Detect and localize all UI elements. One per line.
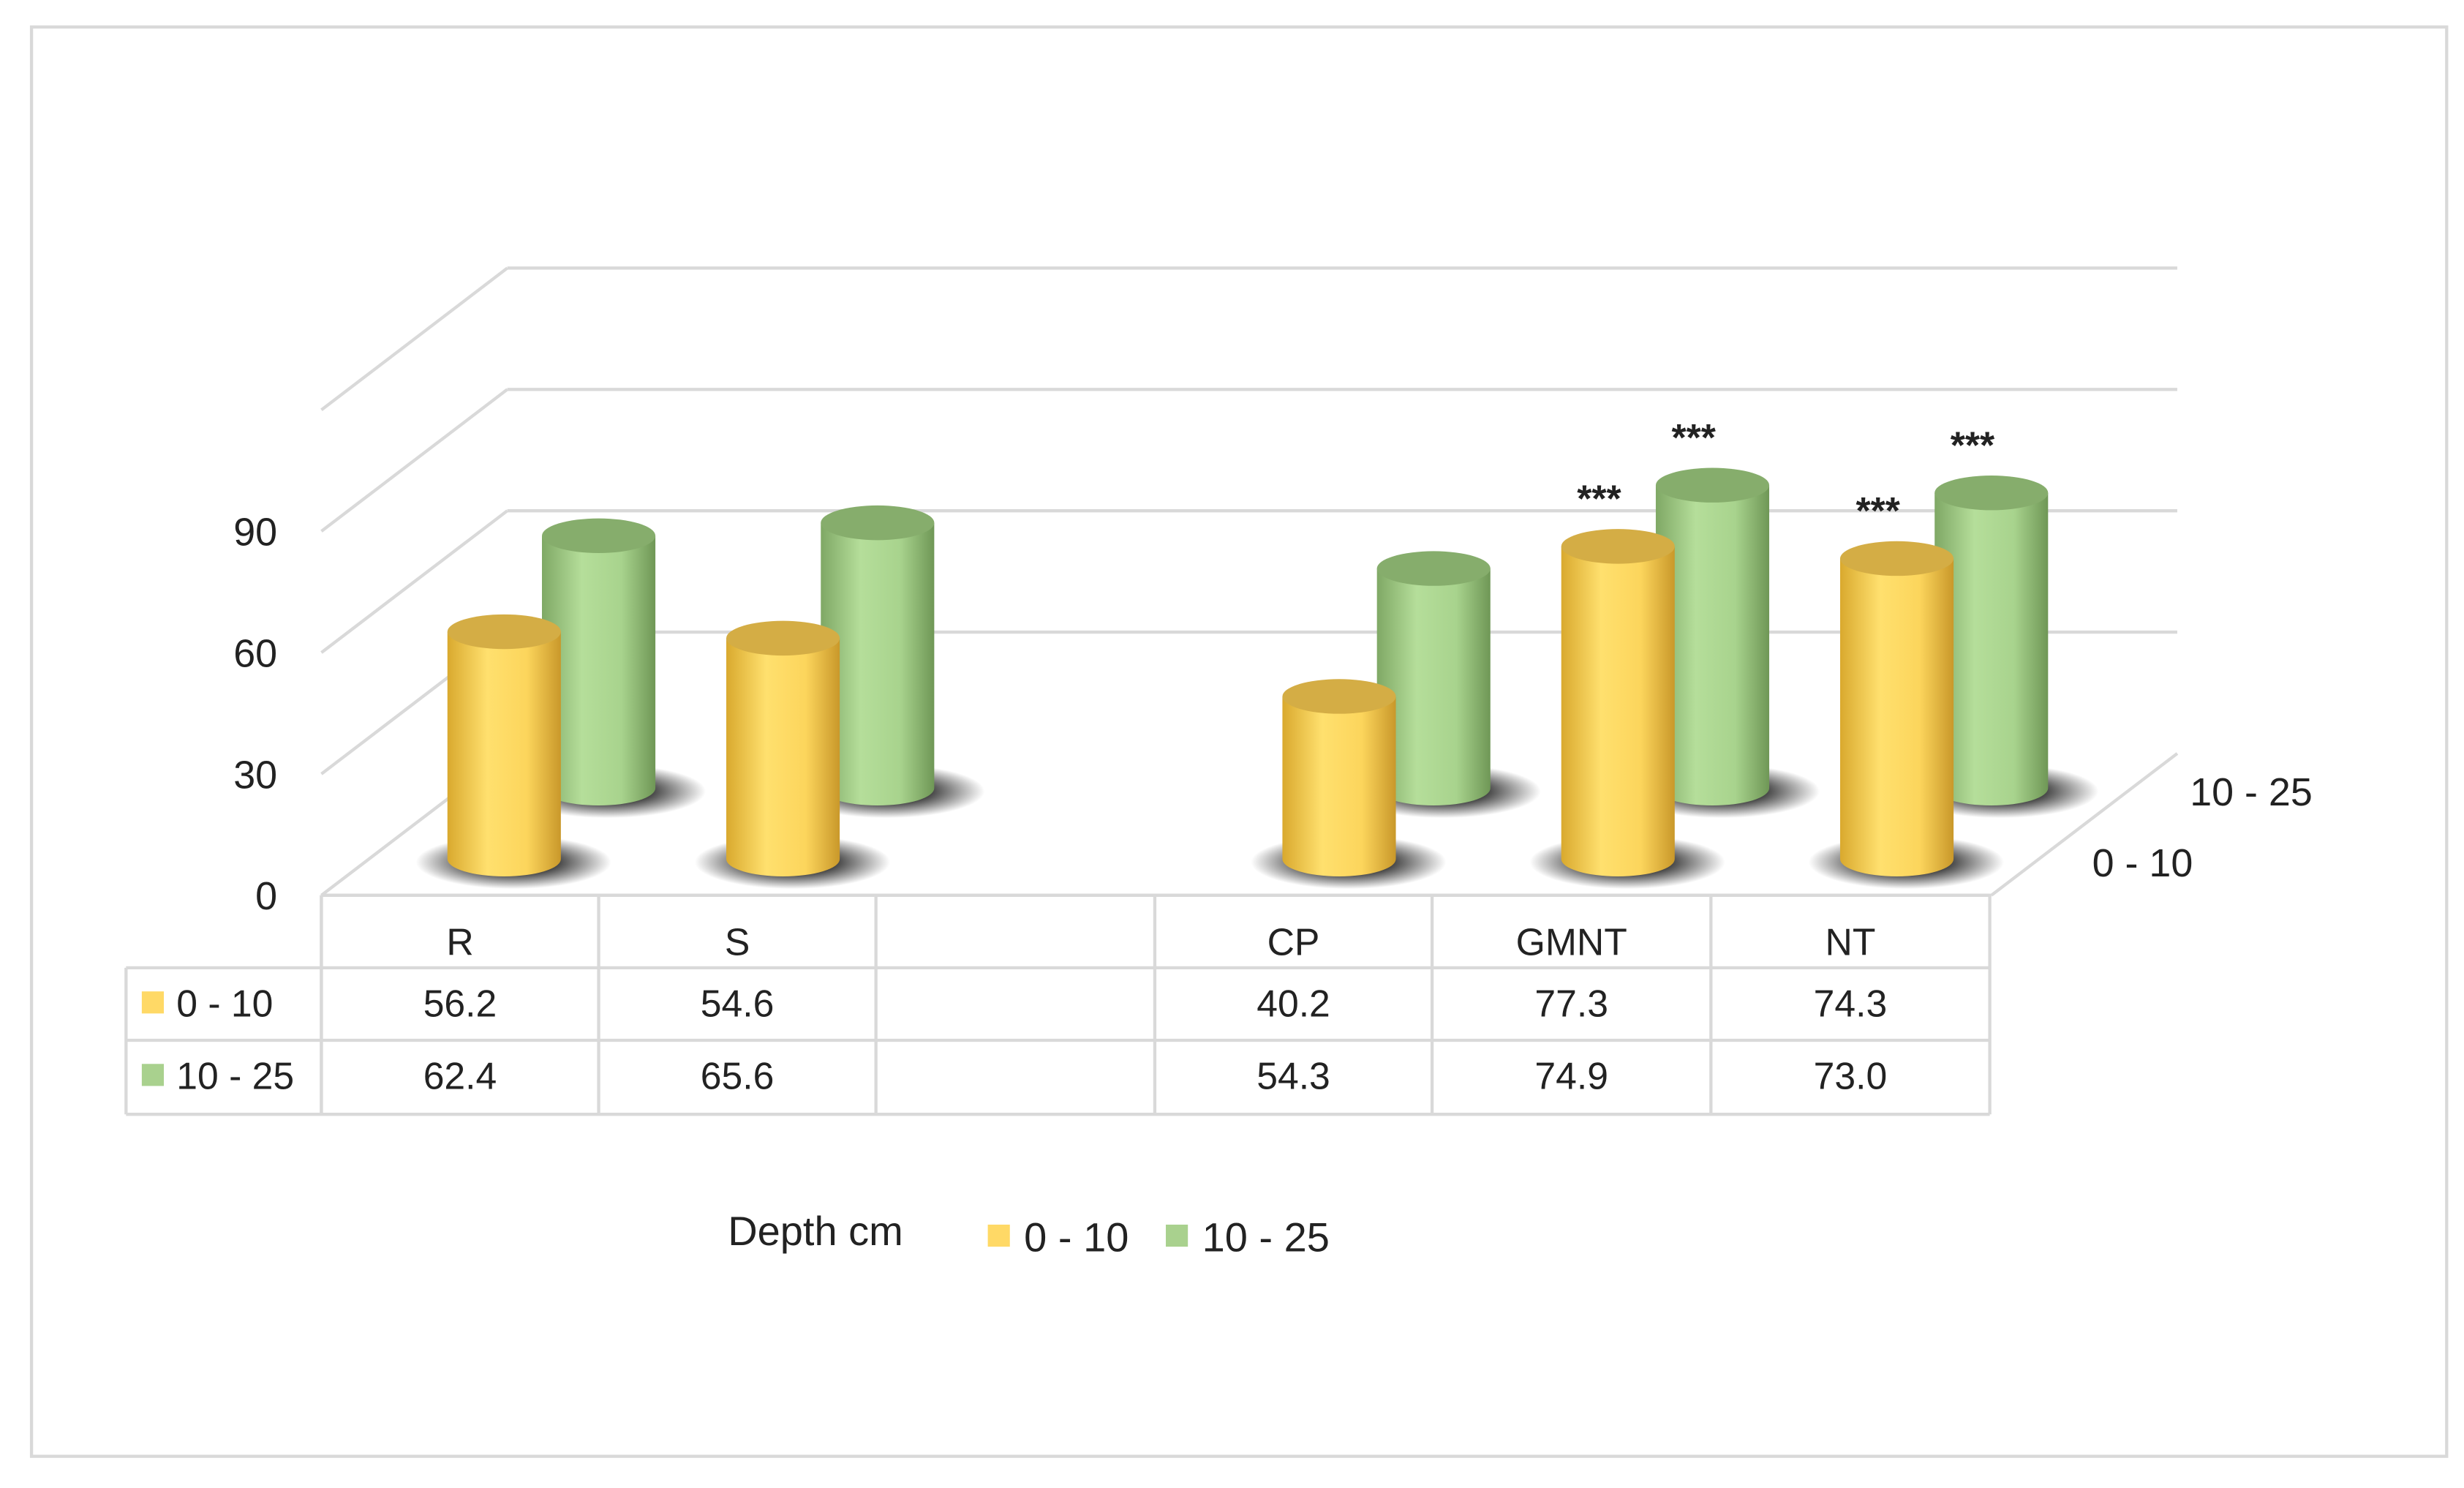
bar-body [542,536,656,806]
y-tick-label: 0 [255,874,277,918]
bar-top [447,614,561,650]
table-cell: 74.3 [1814,982,1888,1025]
y-tick-label: 90 [233,511,277,555]
bar-top [1934,476,2049,511]
table-header-NT: NT [1826,921,1876,963]
table-cell: 40.2 [1257,982,1330,1025]
y-axis: 0 30 60 90 [233,511,277,919]
bar-top [1561,529,1675,564]
bar-body [1655,485,1770,806]
legend-title: Depth cm [728,1208,903,1254]
bar-top [1839,541,1954,576]
table-legend-swatch [141,1064,165,1086]
bar-top [1376,551,1491,586]
legend: Depth cm 0 - 10 10 - 25 [728,1208,1330,1260]
table-header-CP: CP [1267,921,1320,963]
table-row-label: 10 - 25 [176,1055,294,1097]
legend-label-0-10: 0 - 10 [1024,1214,1129,1260]
legend-swatch-10-25 [1166,1224,1188,1247]
bar-top [1282,679,1396,714]
bars: *** *** *** *** [415,416,2099,890]
table-cell: 54.6 [701,982,775,1025]
table-cell: 73.0 [1814,1055,1888,1097]
bar-body [726,638,840,876]
significance-annotation: *** [1855,489,1900,532]
bar-0-10-S [694,620,891,890]
data-table: R S CP GMNT NT 0 - 10 56.2 54.6 40.2 77.3 74.3 10 -… [124,893,1992,1116]
significance-annotation: *** [1671,416,1716,459]
significance-annotation: *** [1577,477,1621,519]
gridline-side [320,509,508,654]
table-legend-swatch [141,991,165,1014]
bar-body [1282,696,1396,876]
table-cell: 62.4 [423,1055,497,1097]
bar-body [1561,546,1675,876]
bar-0-10-NT: *** [1808,489,2005,890]
legend-swatch-0-10 [987,1224,1010,1247]
bar-0-10-GMNT: *** [1529,477,1725,890]
bar-body [447,631,561,876]
bar-body [1934,492,2049,806]
depth-axis: 0 - 10 10 - 25 [2092,770,2313,885]
bar-body [1376,568,1491,806]
legend-label-10-25: 10 - 25 [1202,1214,1330,1260]
table-header-S: S [725,921,750,963]
table-cell: 54.3 [1257,1055,1330,1097]
bar-top [726,620,840,656]
floor-right-edge [1990,752,2179,897]
depth-label-0-10: 0 - 10 [2092,841,2193,885]
bar-top [542,518,656,554]
bar-body [1839,558,1954,876]
significance-annotation: *** [1951,424,1995,466]
table-cell: 77.3 [1534,982,1608,1025]
y-tick-label: 30 [233,753,277,797]
bar-top [1655,467,1770,503]
bar-0-10-R [415,614,611,890]
table-header-GMNT: GMNT [1516,921,1627,963]
table-cell: 56.2 [423,982,497,1025]
table-row-label: 0 - 10 [176,982,273,1025]
table-header-R: R [446,921,473,963]
table-cell: 65.6 [701,1055,775,1097]
bar-0-10-CP [1251,679,1447,890]
gridline-side [320,266,508,412]
gridline-side [320,388,508,533]
table-cell: 74.9 [1534,1055,1608,1097]
bar-top [821,505,935,541]
depth-label-10-25: 10 - 25 [2190,770,2313,814]
bar-body [821,522,935,806]
y-tick-label: 60 [233,631,277,675]
